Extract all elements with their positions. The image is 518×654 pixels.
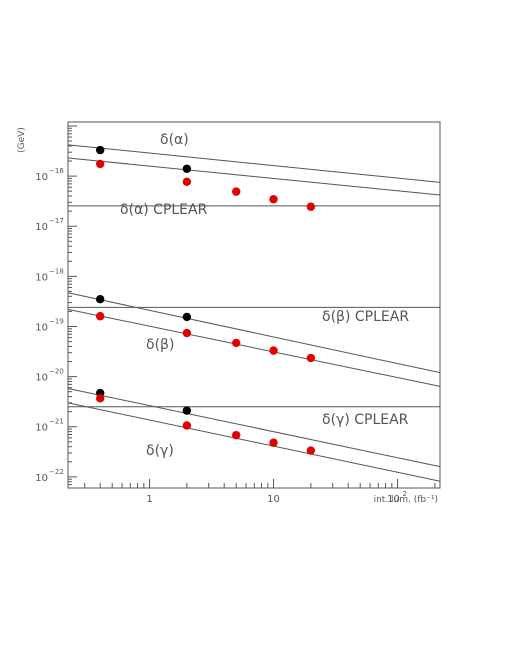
y-tick-exponent: −16 (49, 167, 64, 175)
beta-upper-fit-line (67, 292, 441, 374)
beta-cplear-label: δ(β) CPLEAR (322, 309, 409, 325)
gamma-red-point (182, 421, 192, 430)
beta-lower-fit-line (67, 308, 441, 387)
beta-red-point (232, 338, 241, 348)
x-tick-label: 10 (267, 494, 280, 505)
gamma-cplear-label: δ(γ) CPLEAR (322, 412, 409, 428)
y-tick-exponent: −21 (49, 418, 64, 426)
beta-red-point (269, 346, 278, 355)
y-tick-exponent: −20 (49, 368, 64, 376)
alpha-upper-fit-line (67, 144, 441, 183)
alpha-red-point (306, 202, 316, 211)
y-tick-label: 10 (35, 373, 48, 384)
beta-black-point (95, 295, 105, 304)
y-tick-exponent: −22 (49, 468, 64, 476)
alpha-red-point (182, 177, 192, 186)
beta-red-point (182, 328, 192, 338)
beta-label: δ(β) (146, 337, 174, 353)
alpha-label: δ(α) (160, 132, 189, 148)
gamma-upper-fit-line (67, 387, 441, 468)
y-tick-label: 10 (35, 222, 48, 233)
x-axis-title: int. lum. (fb⁻¹) (374, 495, 438, 505)
alpha-black-point (182, 164, 192, 173)
y-tick-label: 10 (35, 473, 48, 484)
y-tick-exponent: −17 (49, 217, 64, 225)
y-tick-label: 10 (35, 423, 48, 434)
beta-black-point (182, 312, 192, 322)
y-tick-exponent: −18 (49, 267, 64, 275)
gamma-black-point (182, 406, 192, 415)
gamma-red-point (269, 438, 278, 447)
y-tick-label: 10 (35, 322, 48, 333)
alpha-red-point (232, 187, 241, 196)
y-axis-title: (GeV) (17, 127, 27, 153)
alpha-lower-fit-line (67, 157, 441, 196)
alpha-cplear-label: δ(α) CPLEAR (120, 202, 208, 218)
beta-red-point (95, 312, 105, 321)
gamma-label: δ(γ) (146, 443, 174, 459)
alpha-red-point (269, 195, 278, 204)
y-tick-label: 10 (35, 272, 48, 283)
alpha-red-point (95, 159, 105, 169)
gamma-lower-fit-line (67, 402, 441, 482)
y-tick-exponent: −19 (49, 317, 64, 325)
y-tick-label: 10 (35, 172, 48, 183)
gamma-red-point (95, 394, 105, 403)
alpha-black-point (95, 145, 105, 155)
gamma-red-point (232, 430, 241, 440)
beta-red-point (306, 353, 316, 363)
x-tick-label: 1 (146, 494, 152, 505)
gamma-red-point (306, 446, 316, 455)
x-tick-exponent: 2 (403, 490, 407, 498)
x-tick-label: 10 (387, 494, 400, 505)
